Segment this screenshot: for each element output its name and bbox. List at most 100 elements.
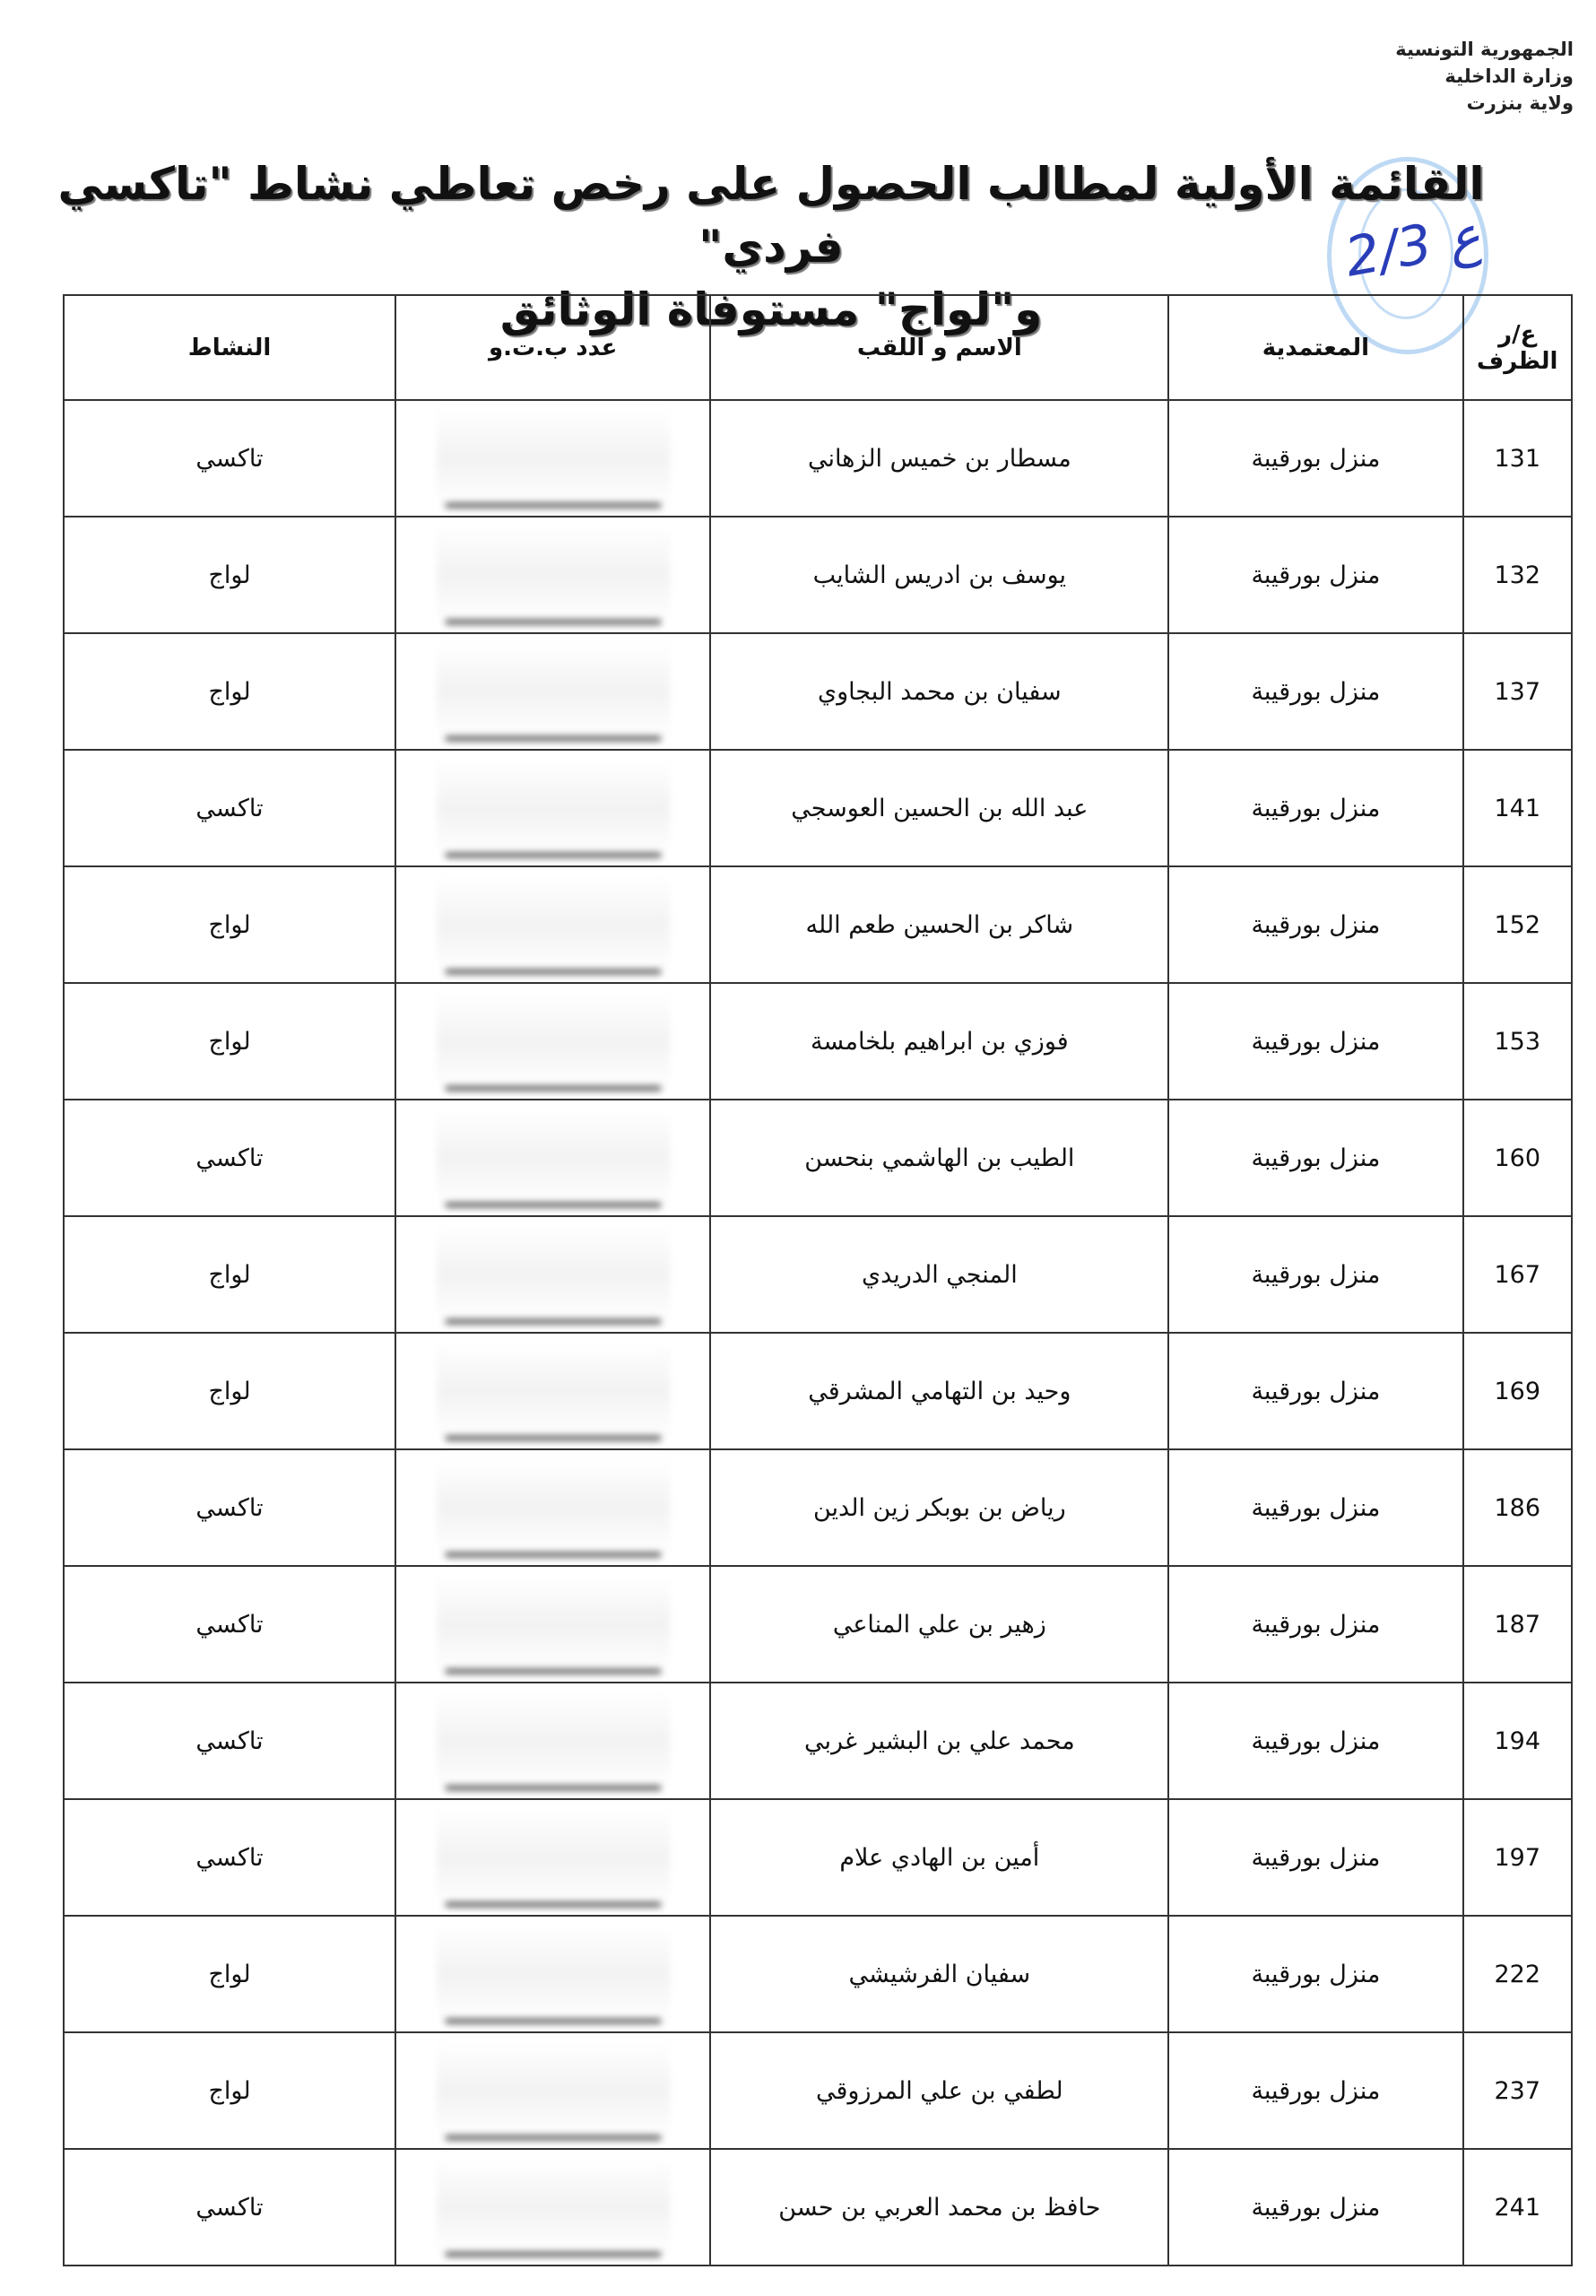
cell-name: مسطار بن خميس الزهاني [709,399,1170,517]
table-row: 197 منزل بورقيبة أمين بن الهادي علام تاكسي [63,1798,1573,1917]
redaction-blur [436,992,670,1091]
redaction-blur [436,875,670,974]
redaction-blur [436,2041,670,2140]
cell-delegation: منزل بورقيبة [1167,1215,1464,1334]
cell-id: 169 [1462,1332,1573,1450]
cell-cin-redacted [394,1565,712,1683]
cell-name: زهير بن علي المناعي [709,1565,1170,1683]
cell-name: الطيب بن الهاشمي بنحسن [709,1099,1170,1217]
cell-name: وحيد بن التهامي المشرقي [709,1332,1170,1450]
cell-activity: تاكسي [63,399,396,517]
cell-delegation: منزل بورقيبة [1167,1565,1464,1683]
cell-cin-redacted [394,749,712,867]
cell-id: 194 [1462,1682,1573,1800]
cell-id: 141 [1462,749,1573,867]
cell-activity: لواج [63,1332,396,1450]
redaction-blur [436,759,670,857]
header-name: الاسم و اللقب [709,294,1170,401]
cell-id: 131 [1462,399,1573,517]
cell-activity: تاكسي [63,749,396,867]
cell-delegation: منزل بورقيبة [1167,399,1464,517]
cell-activity: تاكسي [63,1682,396,1800]
cell-name: لطفي بن علي المرزوقي [709,2031,1170,2150]
redaction-blur [436,1342,670,1440]
cell-id: 160 [1462,1099,1573,1217]
cell-delegation: منزل بورقيبة [1167,1332,1464,1450]
cell-activity: تاكسي [63,1798,396,1917]
cell-name: حافظ بن محمد العربي بن حسن [709,2148,1170,2266]
cell-delegation: منزل بورقيبة [1167,632,1464,751]
cell-name: سفيان الفرشيشي [709,1915,1170,2033]
letterhead-republic: الجمهورية التونسية [1395,39,1574,60]
letterhead-governorate: ولاية بنزرت [1466,92,1574,114]
cell-name: شاكر بن الحسين طعم الله [709,865,1170,984]
redaction-blur [436,526,670,624]
applicants-table: ع/ر الظرف المعتمدية الاسم و اللقب عدد ب.… [63,294,1573,2266]
header-delegation: المعتمدية [1167,294,1464,401]
cell-id: 132 [1462,516,1573,634]
redaction-blur [436,1458,670,1557]
cell-activity: لواج [63,516,396,634]
cell-delegation: منزل بورقيبة [1167,1798,1464,1917]
table-row: 137 منزل بورقيبة سفيان بن محمد البجاوي لواج [63,632,1573,751]
cell-cin-redacted [394,865,712,984]
table-header-row: ع/ر الظرف المعتمدية الاسم و اللقب عدد ب.… [63,294,1573,401]
cell-cin-redacted [394,632,712,751]
cell-name: رياض بن بوبكر زين الدين [709,1448,1170,1567]
cell-activity: تاكسي [63,1448,396,1567]
cell-id: 153 [1462,982,1573,1100]
cell-cin-redacted [394,516,712,634]
table-row: 187 منزل بورقيبة زهير بن علي المناعي تاكسي [63,1565,1573,1683]
table-row: 132 منزل بورقيبة يوسف بن ادريس الشايب لواج [63,516,1573,634]
cell-cin-redacted [394,1682,712,1800]
cell-id: 152 [1462,865,1573,984]
table-row: 160 منزل بورقيبة الطيب بن الهاشمي بنحسن تاك… [63,1099,1573,1217]
cell-id: 222 [1462,1915,1573,2033]
cell-id: 167 [1462,1215,1573,1334]
cell-cin-redacted [394,1332,712,1450]
cell-delegation: منزل بورقيبة [1167,1099,1464,1217]
redaction-blur [436,1109,670,1207]
cell-id: 137 [1462,632,1573,751]
table-row: 131 منزل بورقيبة مسطار بن خميس الزهاني تاكس… [63,399,1573,517]
redaction-blur [436,1808,670,1907]
table-row: 222 منزل بورقيبة سفيان الفرشيشي لواج [63,1915,1573,2033]
cell-id: 241 [1462,2148,1573,2266]
cell-cin-redacted [394,1798,712,1917]
cell-cin-redacted [394,982,712,1100]
cell-cin-redacted [394,1915,712,2033]
redaction-blur [436,1925,670,2023]
table-row: 167 منزل بورقيبة المنجي الدريدي لواج [63,1215,1573,1334]
table-row: 141 منزل بورقيبة عبد الله بن الحسين العوسج… [63,749,1573,867]
cell-delegation: منزل بورقيبة [1167,749,1464,867]
cell-activity: لواج [63,982,396,1100]
redaction-blur [436,2158,670,2257]
cell-delegation: منزل بورقيبة [1167,982,1464,1100]
cell-id: 187 [1462,1565,1573,1683]
cell-id: 186 [1462,1448,1573,1567]
cell-name: سفيان بن محمد البجاوي [709,632,1170,751]
redaction-blur [436,409,670,508]
table-row: 153 منزل بورقيبة فوزي بن ابراهيم بلخامسة لو… [63,982,1573,1100]
cell-name: أمين بن الهادي علام [709,1798,1170,1917]
header-activity: النشاط [63,294,396,401]
cell-activity: تاكسي [63,2148,396,2266]
table-row: 237 منزل بورقيبة لطفي بن علي المرزوقي لواج [63,2031,1573,2150]
cell-name: المنجي الدريدي [709,1215,1170,1334]
cell-cin-redacted [394,2031,712,2150]
cell-cin-redacted [394,2148,712,2266]
table-row: 186 منزل بورقيبة رياض بن بوبكر زين الدين تا… [63,1448,1573,1567]
cell-activity: لواج [63,1215,396,1334]
table-row: 241 منزل بورقيبة حافظ بن محمد العربي بن حس… [63,2148,1573,2266]
cell-delegation: منزل بورقيبة [1167,2031,1464,2150]
cell-delegation: منزل بورقيبة [1167,1448,1464,1567]
table-row: 152 منزل بورقيبة شاكر بن الحسين طعم الله لو… [63,865,1573,984]
cell-delegation: منزل بورقيبة [1167,865,1464,984]
table-row: 169 منزل بورقيبة وحيد بن التهامي المشرقي لو… [63,1332,1573,1450]
cell-delegation: منزل بورقيبة [1167,1682,1464,1800]
cell-cin-redacted [394,1215,712,1334]
cell-name: محمد علي بن البشير غربي [709,1682,1170,1800]
cell-activity: لواج [63,2031,396,2150]
letterhead: الجمهورية التونسية وزارة الداخلية ولاية … [1395,36,1574,117]
cell-delegation: منزل بورقيبة [1167,1915,1464,2033]
